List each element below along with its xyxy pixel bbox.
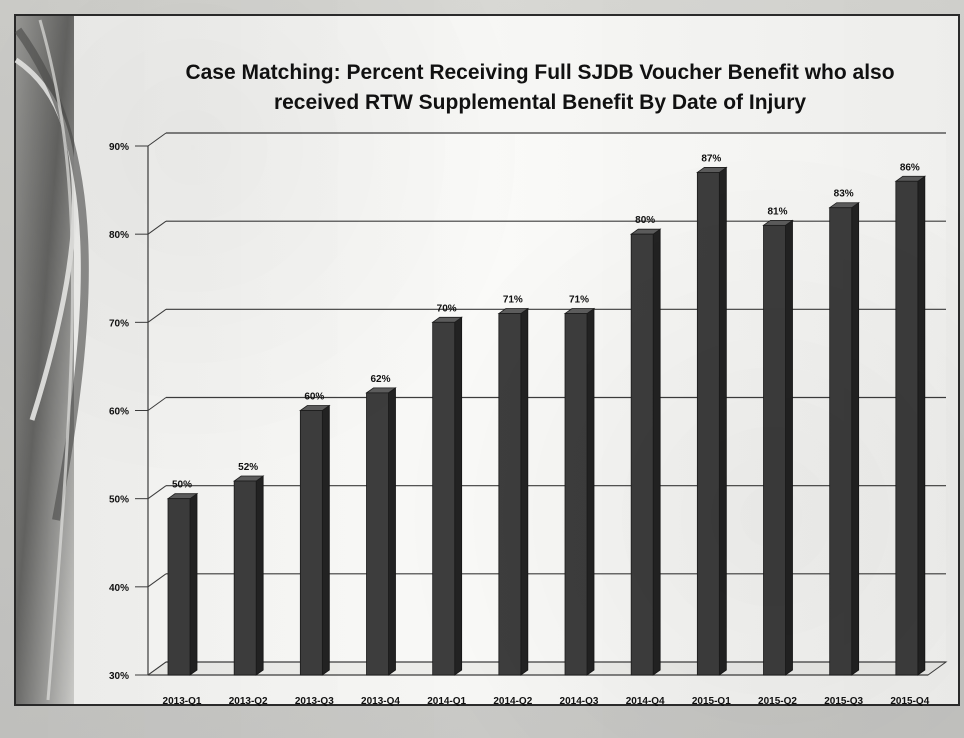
- x-tick-label: 2014-Q1: [427, 696, 466, 707]
- bar-side: [321, 404, 330, 676]
- x-tick-label: 2014-Q4: [626, 696, 665, 707]
- x-tick-label: 2013-Q4: [361, 696, 400, 707]
- bar: [829, 207, 853, 676]
- gridline-depth: [147, 397, 167, 411]
- bar-side: [388, 387, 396, 676]
- bar-value-label: 86%: [900, 162, 920, 173]
- bar-value-label: 60%: [304, 392, 324, 403]
- bar-value-label: 50%: [172, 480, 192, 491]
- bar-side: [454, 316, 463, 676]
- bar-side: [652, 228, 661, 676]
- gridline-depth: [147, 573, 167, 588]
- x-tick-label: 2015-Q1: [692, 696, 731, 707]
- bar-side: [520, 307, 529, 676]
- bar: [630, 233, 654, 676]
- bar-value-label: 83%: [834, 189, 854, 200]
- x-tick-label: 2014-Q3: [560, 696, 599, 707]
- x-tick-label: 2013-Q1: [163, 696, 202, 707]
- bar: [366, 392, 389, 676]
- left-decoration-swoosh: [38, 19, 74, 701]
- bar: [299, 410, 323, 676]
- plot-floor: [146, 661, 948, 676]
- bar-side: [785, 219, 793, 676]
- bar-value-label: 71%: [503, 295, 523, 306]
- bar-side: [851, 201, 860, 676]
- left-decoration-swoosh: [14, 27, 89, 521]
- bar-value-label: 52%: [238, 462, 258, 473]
- x-tick-label: 2015-Q3: [824, 696, 863, 707]
- y-tick-label: 40%: [109, 583, 129, 594]
- bar-side: [255, 475, 264, 676]
- gridline-depth: [147, 308, 167, 323]
- bar-value-label: 71%: [569, 295, 589, 306]
- y-tick-label: 30%: [109, 671, 129, 682]
- chart-title-line: received RTW Supplemental Benefit By Dat…: [274, 91, 806, 114]
- x-tick-label: 2014-Q2: [493, 696, 532, 707]
- bar: [233, 480, 257, 676]
- bar-side: [917, 175, 926, 676]
- y-tick-label: 80%: [109, 230, 129, 241]
- y-tick-label: 90%: [109, 142, 129, 153]
- x-tick-label: 2015-Q4: [890, 696, 929, 707]
- x-tick-label: 2015-Q2: [758, 696, 797, 707]
- bar-side: [718, 166, 727, 676]
- bar: [432, 321, 456, 676]
- y-tick-label: 60%: [109, 407, 129, 418]
- gridline-depth: [147, 132, 167, 147]
- bar-side: [586, 307, 595, 676]
- bar-value-label: 81%: [767, 206, 787, 217]
- bar-value-label: 62%: [370, 374, 390, 385]
- bar: [895, 180, 919, 676]
- x-tick-label: 2013-Q3: [295, 696, 334, 707]
- bar: [696, 172, 720, 676]
- left-decoration-swoosh: [14, 57, 77, 421]
- bar: [763, 224, 786, 676]
- gridline-depth: [147, 485, 167, 500]
- gridline-depth: [147, 661, 167, 676]
- bar: [564, 313, 588, 676]
- y-tick-label: 50%: [109, 495, 129, 506]
- y-tick-label: 70%: [109, 318, 129, 329]
- bar: [498, 313, 522, 676]
- bar-value-label: 87%: [701, 153, 721, 164]
- gridline-depth: [147, 220, 167, 235]
- plot-back-wall: [148, 133, 946, 675]
- bar-value-label: 80%: [635, 215, 655, 226]
- x-tick-label: 2013-Q2: [229, 696, 268, 707]
- chart-title-line: Case Matching: Percent Receiving Full SJ…: [185, 61, 894, 84]
- bar-side: [189, 492, 198, 676]
- bar-value-label: 70%: [437, 303, 457, 314]
- bar: [167, 498, 191, 676]
